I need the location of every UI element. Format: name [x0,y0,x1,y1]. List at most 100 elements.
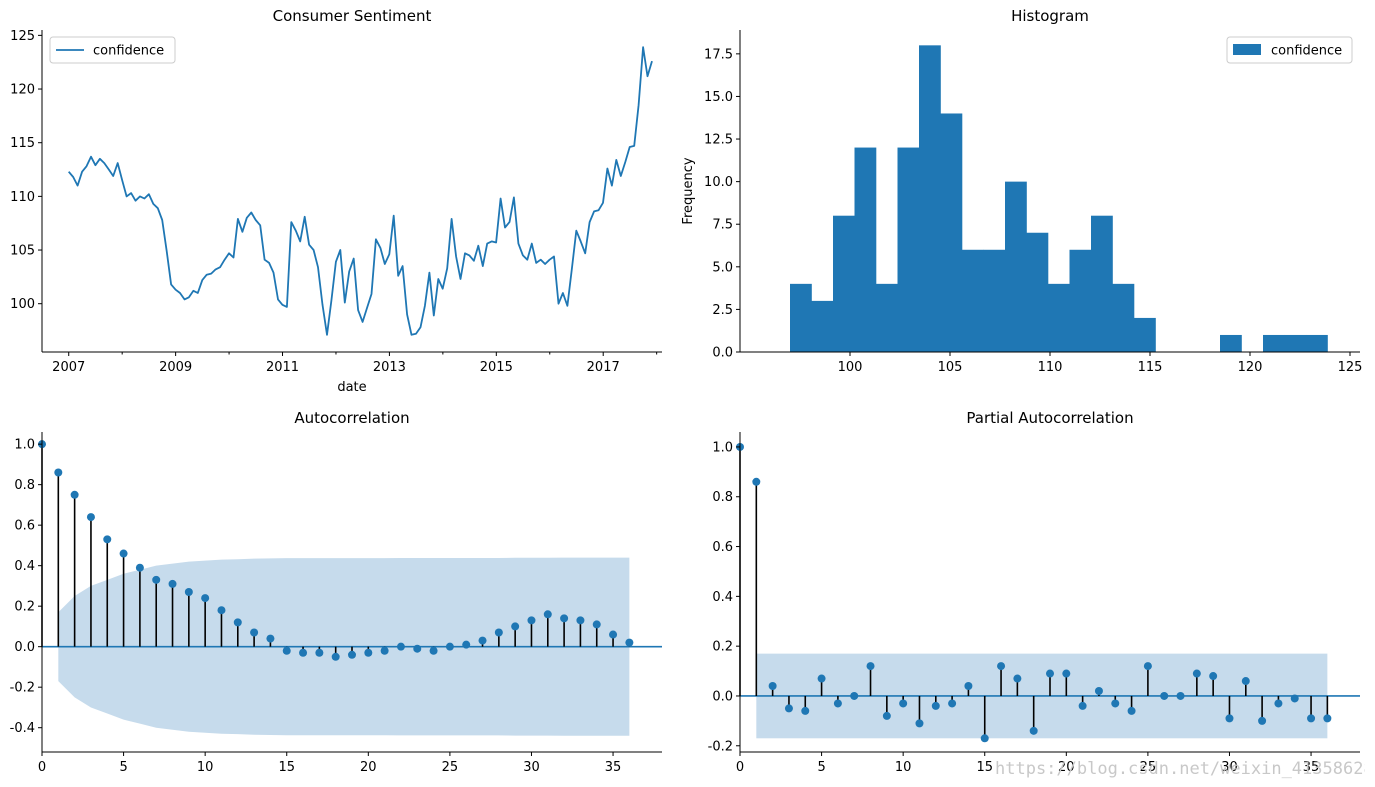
chart-3-y-tick-label: 0.2 [712,640,733,655]
chart-2-y-tick-label: 0.4 [14,559,35,574]
chart-2-marker [135,563,144,572]
chart-0-x-tick-label: 2007 [52,360,85,375]
chart-2-marker [266,634,275,643]
chart-3-marker [882,711,891,720]
chart-2-marker [380,646,389,655]
chart-3-marker [997,662,1006,671]
chart-3-marker [1176,691,1185,700]
chart-2-x-tick-label: 5 [119,760,127,775]
chart-3-marker [1192,669,1201,678]
chart-2-axes: 0 5 10 15 20 25 30 35 -0.4 -0.2 0.0 0.2 0.4 0.6 0.8 1.0… [10,409,662,775]
chart-0-legend-box [49,36,176,64]
chart-1-bar [1091,215,1113,352]
chart-1-bar [1220,334,1242,352]
chart-2-marker [250,628,259,637]
chart-1-bar [897,147,920,352]
chart-3-marker [1127,706,1136,715]
chart-0-y-tick-label: 120 [10,83,35,98]
chart-3-y-tick-label: 0.0 [712,689,733,704]
chart-1-y-tick-label: 17.5 [704,47,733,62]
chart-2-marker [625,638,634,647]
chart-3-marker [1160,691,1169,700]
chart-0-x-tick-label: 2015 [480,360,513,375]
chart-2-marker [511,622,520,631]
chart-1-bar [1306,334,1328,352]
chart-3-marker [1307,714,1316,723]
chart-3-marker [1209,672,1218,681]
chart-1-y-tick-label: 2.5 [712,303,733,318]
chart-2-marker [445,642,454,651]
chart-3-marker [1046,669,1054,678]
chart-3-y-tick-label: 0.6 [712,540,733,555]
chart-1-legend-swatch [1233,44,1261,55]
chart-3-y-tick-label: -0.2 [708,739,733,754]
chart-2-x-tick-label: 25 [442,760,459,775]
chart-2-x-tick-label: 15 [278,760,295,775]
chart-2-marker [168,579,177,588]
chart-1-bar [940,113,963,353]
chart-0-y-tick-label: 110 [10,190,35,205]
chart-1-y-tick-label: 7.5 [712,218,733,233]
chart-2-marker [413,644,422,653]
chart-3-y-tick-label: 1.0 [712,440,733,455]
chart-3-x-tick-label: 25 [1140,760,1157,775]
chart-1-bar [854,147,877,352]
chart-2-marker [576,616,585,625]
chart-1-bar [1026,232,1049,352]
chart-0-x-tick-label: 2017 [587,360,620,375]
chart-1-bar [876,283,898,352]
chart-3-marker [1013,674,1022,683]
chart-0-series-line [68,46,653,336]
chart-1-bar [1263,334,1285,352]
chart-1-y-label: Frequency [681,157,696,224]
chart-2-marker [54,468,63,477]
chart-2-marker [494,628,503,637]
chart-2-marker [609,630,618,639]
chart-2-marker [103,535,112,544]
chart-3-x-tick-label: 0 [736,760,744,775]
chart-3-x-tick-label: 10 [895,760,912,775]
chart-2-y-tick-label: 0.8 [14,478,35,493]
chart-3-marker [1323,714,1332,723]
chart-1-y-tick-label: 0.0 [712,346,733,361]
chart-3-marker [1225,714,1234,723]
chart-0-title: Consumer Sentiment [273,7,432,25]
chart-3-marker [801,706,810,715]
chart-2-plot [38,440,662,736]
chart-2-y-tick-label: -0.4 [10,721,35,736]
chart-1-bar [1048,283,1070,352]
chart-3-marker [1094,686,1103,695]
chart-2-marker [299,648,308,657]
chart-2-marker [429,646,438,655]
chart-2-y-tick-label: 1.0 [14,438,35,453]
chart-1-bar [811,300,834,352]
chart-2-marker [543,610,552,619]
chart-3-marker [1241,677,1250,686]
chart-2-marker [184,588,193,596]
chart-3-marker [768,682,777,691]
chart-0-legend: confidence [49,36,176,64]
chart-2-marker [478,636,487,645]
chart-1-bar [1112,283,1135,352]
chart-3-x-tick-label: 35 [1303,760,1320,775]
chart-2-y-tick-label: -0.2 [10,681,35,696]
chart-3-marker [1062,669,1071,678]
chart-3-marker [1258,716,1267,725]
chart-2-marker [315,648,324,657]
chart-1-y-tick-label: 5.0 [712,260,733,275]
chart-1-bar [1284,334,1307,352]
chart-0-x-label: date [337,380,366,395]
chart-1-bar [790,283,812,352]
chart-1-plot [790,45,1328,353]
chart-0-axes: 2007 2009 2011 2013 2015 2017 100 105 110 115 120 1… [10,7,662,395]
chart-1-bar [1069,249,1092,352]
chart-3-marker [1290,694,1299,703]
chart-2-y-tick-label: 0.6 [14,519,35,534]
chart-2-marker [560,614,569,623]
chart-1-y-tick-label: 10.0 [704,175,733,190]
chart-3-marker [784,704,793,713]
chart-3-marker [980,734,989,743]
chart-1-x-tick-label: 110 [1038,360,1063,375]
chart-1-x-tick-label: 125 [1338,360,1363,375]
chart-0-y-tick-label: 100 [10,297,35,312]
